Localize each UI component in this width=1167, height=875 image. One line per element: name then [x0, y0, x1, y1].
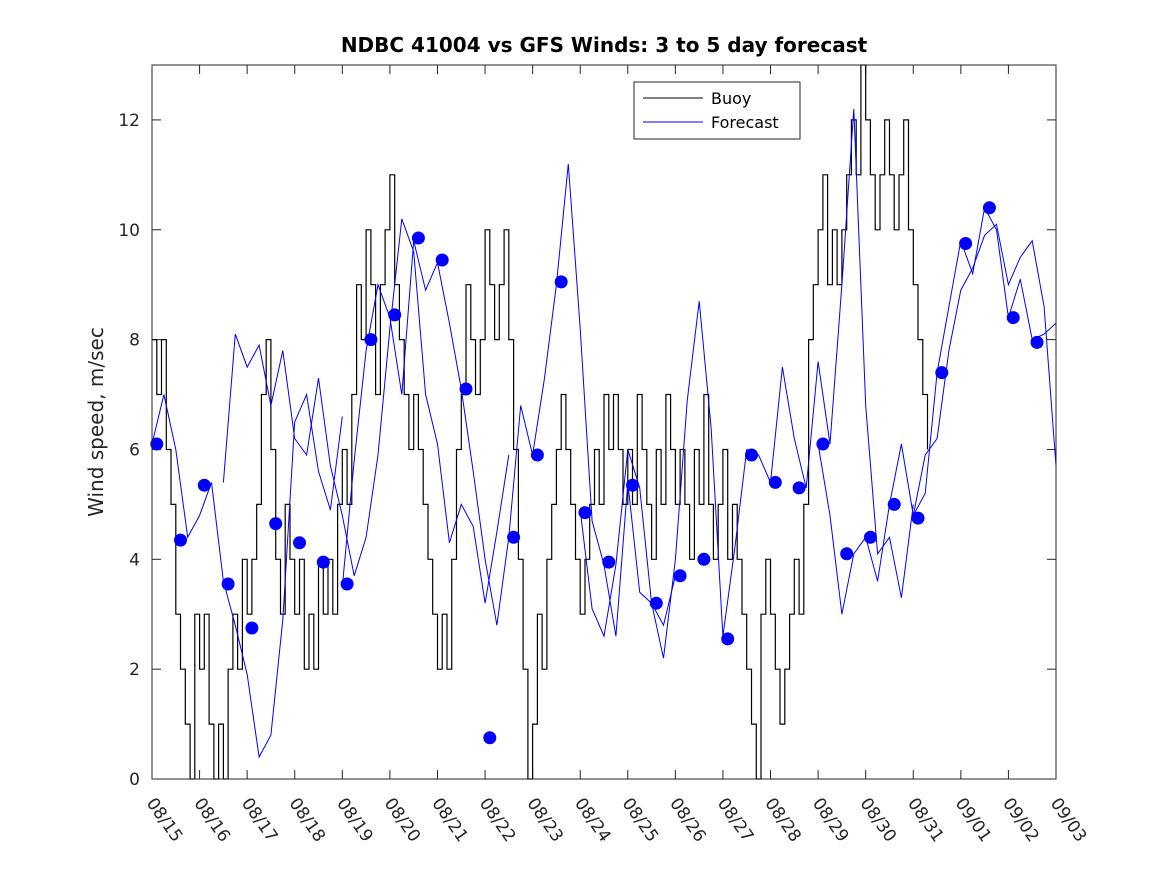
plot-frame	[151, 64, 1057, 780]
legend-box	[633, 81, 801, 140]
legend: Buoy Forecast	[633, 81, 801, 140]
forecast-marker	[649, 596, 663, 610]
forecast-marker	[887, 497, 901, 511]
forecast-marker	[483, 731, 497, 745]
y-tick-label: 12	[118, 111, 140, 131]
buoy-line	[152, 64, 929, 780]
forecast-marker	[673, 569, 687, 583]
forecast-marker	[364, 333, 378, 347]
forecast-markers	[150, 201, 1044, 745]
forecast-marker	[697, 552, 711, 566]
forecast-marker	[792, 481, 806, 495]
forecast-marker	[174, 533, 187, 547]
forecast-marker	[768, 475, 782, 489]
buoy-series	[152, 64, 929, 780]
forecast-marker	[863, 530, 877, 544]
forecast-line-2	[222, 218, 510, 604]
forecast-marker	[602, 555, 616, 569]
forecast-marker	[911, 511, 925, 525]
forecast-marker	[745, 448, 758, 462]
forecast-marker	[578, 506, 592, 520]
y-tick-label: 4	[129, 550, 140, 570]
y-axis-label: Wind speed, m/sec	[84, 327, 108, 517]
y-tick-label: 2	[129, 660, 140, 680]
forecast-marker	[935, 366, 949, 380]
forecast-marker	[245, 621, 259, 635]
forecast-line-4	[579, 108, 914, 659]
forecast-marker	[316, 555, 330, 569]
forecast-marker	[411, 231, 425, 245]
forecast-marker	[340, 577, 354, 591]
y-tick-label: 0	[129, 770, 140, 790]
forecast-marker	[507, 530, 521, 544]
forecast-marker	[554, 275, 568, 289]
forecast-marker	[816, 437, 830, 451]
forecast-marker	[221, 577, 235, 591]
forecast-marker	[435, 253, 449, 267]
forecast-marker	[269, 517, 283, 531]
forecast-marker	[982, 201, 996, 215]
y-tick-label: 10	[118, 221, 140, 241]
y-tick-label: 6	[129, 440, 140, 460]
forecast-line-6	[912, 223, 1057, 516]
forecast-marker	[150, 437, 164, 451]
forecast-marker	[197, 478, 211, 492]
forecast-marker	[293, 536, 306, 550]
forecast-marker	[721, 632, 735, 646]
forecast-marker	[1030, 335, 1044, 349]
y-tick-label: 8	[129, 331, 140, 351]
y-axis-ticks: 0 2 4 6 8 10 12	[118, 111, 1056, 790]
forecast-marker	[459, 382, 473, 396]
forecast-marker	[626, 478, 639, 492]
chart-title: NDBC 41004 vs GFS Winds: 3 to 5 day fore…	[341, 33, 868, 57]
legend-buoy-label: Buoy	[711, 89, 751, 108]
forecast-marker	[530, 448, 544, 462]
forecast-marker	[388, 308, 402, 322]
forecast-marker	[1006, 311, 1020, 325]
forecast-line-1	[151, 392, 343, 759]
forecast-marker	[840, 547, 854, 561]
forecast-marker	[959, 237, 973, 250]
legend-forecast-label: Forecast	[711, 113, 779, 132]
